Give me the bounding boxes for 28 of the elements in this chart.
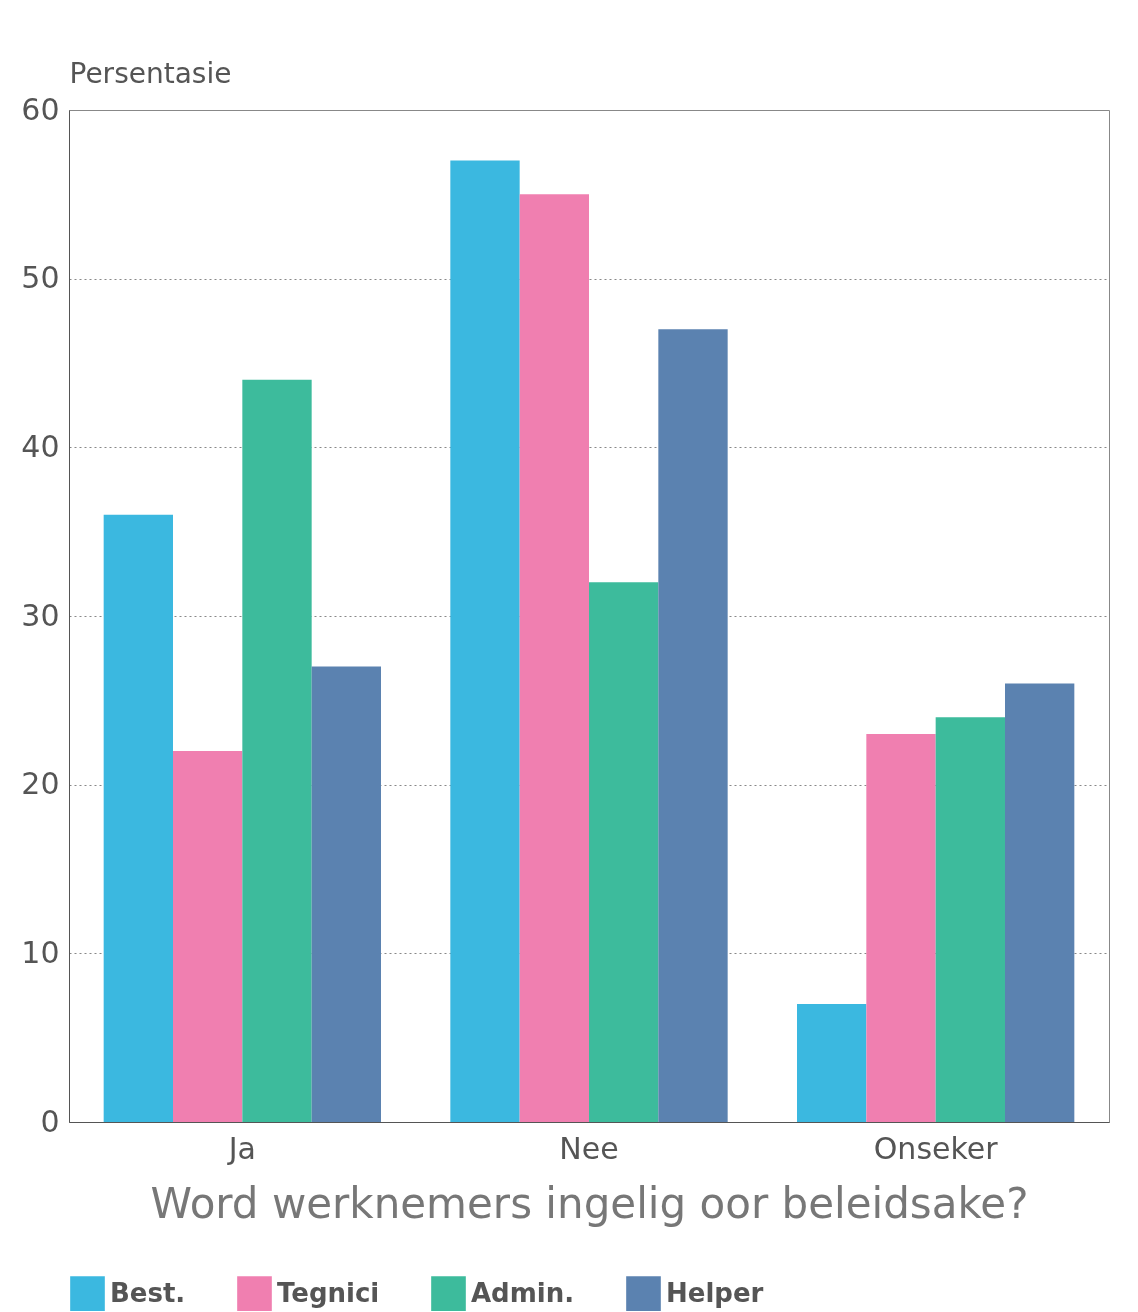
bar [866,734,936,1122]
y-tick-label: 10 [21,934,60,970]
bar [589,582,659,1122]
y-axis-title: Persentasie [69,56,232,90]
bar [103,514,173,1122]
bar [519,194,589,1122]
legend-label: Tegnici [277,1277,380,1308]
bar [311,666,381,1122]
x-tick-label: Ja [226,1130,256,1166]
y-tick-label: 50 [21,260,60,296]
y-tick-label: 20 [21,766,60,802]
legend-label: Best. [110,1277,186,1308]
x-tick-label: Onseker [873,1130,999,1166]
y-tick-label: 30 [21,597,60,633]
bar [450,160,520,1122]
bar [658,329,728,1122]
y-tick-label: 40 [21,428,60,464]
bar [173,750,243,1122]
bar [242,379,312,1122]
bar [935,717,1005,1122]
x-tick-label: Nee [559,1130,619,1166]
legend-label: Helper [666,1277,764,1308]
y-tick-label: 0 [40,1103,60,1139]
x-axis-title: Word werknemers ingelig oor beleidsake? [150,1178,1029,1228]
bar [1005,683,1075,1122]
y-tick-label: 60 [21,91,60,127]
legend-label: Admin. [471,1277,575,1308]
bar [797,1003,867,1122]
